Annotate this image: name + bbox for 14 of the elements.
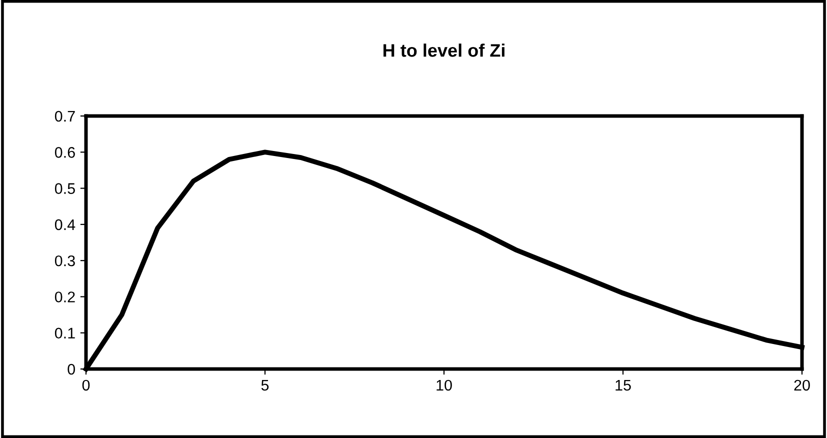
- y-tick-label: 0.6: [54, 147, 75, 158]
- x-tick-label: 10: [436, 380, 452, 391]
- y-tick-label: 0.1: [54, 328, 75, 339]
- x-tick-label: 5: [261, 380, 269, 391]
- y-tick-label: 0.3: [54, 255, 75, 266]
- y-tick-label: 0.4: [54, 219, 76, 230]
- y-tick-label: 0.2: [54, 292, 75, 302]
- x-tick-label: 0: [82, 380, 90, 391]
- chart-title: H to level of Zi: [384, 44, 504, 57]
- y-tick-label: 0.5: [54, 183, 75, 194]
- y-tick-label: 0: [68, 364, 75, 375]
- y-tick-label: 0.7: [54, 110, 75, 122]
- x-tick-label: 15: [616, 380, 631, 391]
- x-tick-label: 20: [794, 380, 810, 391]
